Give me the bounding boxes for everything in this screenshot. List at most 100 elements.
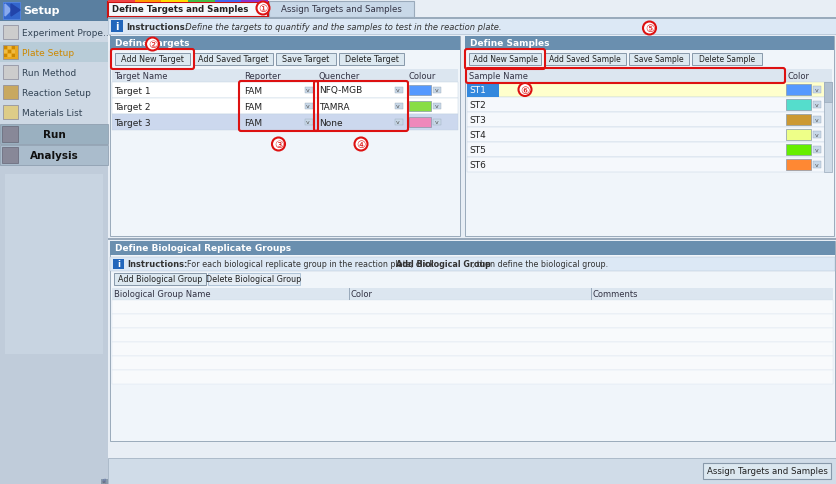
Text: For each biological replicate group in the reaction plate, click: For each biological replicate group in t… bbox=[181, 260, 436, 269]
Text: None: None bbox=[319, 118, 342, 127]
Text: TAMRA: TAMRA bbox=[319, 102, 349, 111]
Circle shape bbox=[145, 38, 159, 51]
Bar bbox=[466, 70, 831, 83]
Bar bbox=[112, 83, 457, 99]
Bar bbox=[466, 83, 498, 98]
Bar bbox=[409, 118, 431, 128]
Bar bbox=[108, 18, 836, 19]
Bar bbox=[304, 104, 313, 110]
Text: Target 1: Target 1 bbox=[114, 86, 150, 95]
Text: «: « bbox=[102, 478, 106, 484]
Text: Define Targets and Samples: Define Targets and Samples bbox=[112, 5, 248, 15]
Text: Plate Setup: Plate Setup bbox=[22, 49, 74, 59]
Bar bbox=[4, 47, 7, 50]
Circle shape bbox=[517, 84, 531, 97]
Text: v: v bbox=[814, 148, 818, 152]
Bar bbox=[188, 0, 215, 3]
Bar bbox=[3, 3, 20, 20]
Text: , then define the biological group.: , then define the biological group. bbox=[472, 260, 608, 269]
Bar bbox=[112, 356, 832, 370]
Bar bbox=[0, 83, 108, 103]
Bar bbox=[466, 98, 831, 113]
Circle shape bbox=[354, 138, 367, 151]
Bar bbox=[4, 51, 7, 54]
Bar bbox=[112, 115, 457, 131]
Text: ST2: ST2 bbox=[468, 101, 485, 110]
Bar bbox=[241, 0, 268, 3]
Text: Instructions:: Instructions: bbox=[127, 260, 187, 269]
Bar bbox=[812, 132, 820, 139]
Bar bbox=[112, 288, 832, 301]
Bar bbox=[468, 54, 540, 66]
Bar bbox=[466, 113, 831, 128]
Bar bbox=[395, 88, 402, 94]
Bar bbox=[268, 2, 414, 18]
Circle shape bbox=[642, 22, 655, 35]
Bar bbox=[785, 115, 810, 126]
Text: Save Target: Save Target bbox=[282, 55, 329, 64]
Text: v: v bbox=[814, 163, 818, 167]
Text: ①: ① bbox=[258, 4, 268, 14]
Bar bbox=[108, 239, 836, 241]
Text: ST3: ST3 bbox=[468, 116, 485, 125]
Text: Run Method: Run Method bbox=[22, 69, 76, 78]
Bar bbox=[4, 55, 7, 58]
Bar bbox=[110, 37, 460, 51]
Text: Delete Biological Group: Delete Biological Group bbox=[206, 275, 301, 284]
Text: v: v bbox=[435, 120, 438, 125]
Text: Sample Name: Sample Name bbox=[468, 72, 528, 81]
Bar bbox=[3, 26, 18, 40]
Text: Comments: Comments bbox=[592, 290, 638, 299]
Bar bbox=[543, 54, 625, 66]
Text: ②: ② bbox=[148, 40, 157, 50]
Bar bbox=[785, 160, 810, 171]
Text: NFQ-MGB: NFQ-MGB bbox=[319, 86, 362, 95]
Bar bbox=[161, 0, 188, 3]
Text: Add Biological Group: Add Biological Group bbox=[396, 260, 491, 269]
Bar bbox=[214, 0, 242, 3]
Text: Assign Targets and Samples: Assign Targets and Samples bbox=[281, 5, 401, 15]
Text: Reaction Setup: Reaction Setup bbox=[22, 90, 91, 98]
Text: ④: ④ bbox=[356, 140, 365, 150]
Bar bbox=[112, 70, 457, 83]
Text: FAM: FAM bbox=[244, 118, 262, 127]
Bar bbox=[812, 117, 820, 124]
Bar bbox=[114, 273, 206, 286]
Bar bbox=[785, 100, 810, 111]
Text: FAM: FAM bbox=[244, 102, 262, 111]
Bar bbox=[0, 146, 108, 166]
Text: v: v bbox=[814, 88, 818, 93]
Text: Materials List: Materials List bbox=[22, 109, 82, 118]
Text: Setup: Setup bbox=[23, 6, 59, 16]
Bar bbox=[113, 259, 124, 270]
Bar bbox=[110, 37, 460, 237]
Bar bbox=[823, 83, 831, 103]
Bar bbox=[108, 3, 268, 18]
Bar bbox=[785, 130, 810, 141]
Text: Experiment Prope...: Experiment Prope... bbox=[22, 30, 111, 38]
Bar bbox=[112, 99, 457, 115]
Bar bbox=[432, 88, 441, 94]
Text: i: i bbox=[117, 260, 120, 269]
Bar bbox=[3, 66, 18, 80]
Text: Color: Color bbox=[350, 290, 373, 299]
Text: ST5: ST5 bbox=[468, 146, 485, 155]
Text: v: v bbox=[435, 104, 438, 109]
Bar bbox=[0, 63, 108, 83]
Bar bbox=[112, 301, 832, 314]
Text: v: v bbox=[306, 120, 309, 125]
Text: Quencher: Quencher bbox=[319, 72, 360, 81]
Bar bbox=[432, 104, 441, 110]
Bar bbox=[812, 147, 820, 154]
Bar bbox=[135, 0, 161, 3]
Bar bbox=[276, 54, 335, 66]
Text: Add Biological Group: Add Biological Group bbox=[118, 275, 202, 284]
Text: ⑥: ⑥ bbox=[520, 85, 529, 95]
Text: v: v bbox=[306, 88, 309, 93]
Bar bbox=[112, 370, 832, 384]
Bar bbox=[110, 257, 834, 272]
Text: «: « bbox=[101, 475, 106, 484]
Text: FAM: FAM bbox=[244, 86, 262, 95]
Bar bbox=[3, 86, 18, 100]
Bar bbox=[812, 162, 820, 168]
